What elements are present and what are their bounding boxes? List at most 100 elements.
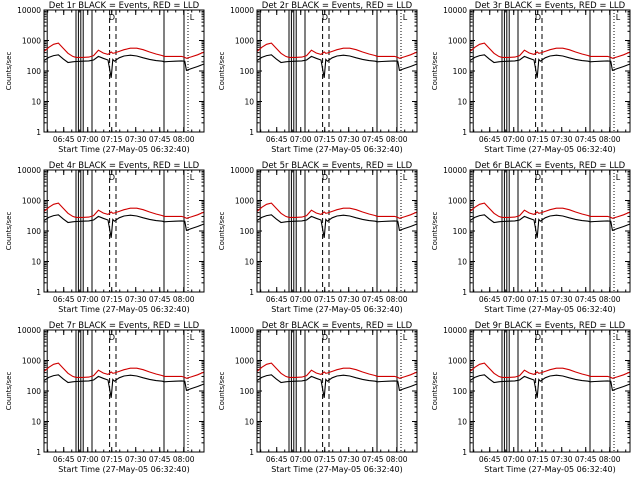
panel-title: Det 9r BLACK = Events, RED = LLD (475, 321, 626, 331)
panel-det-2: Det 2r BLACK = Events, RED = LLD Counts/s… (218, 1, 418, 154)
series-line-events (256, 374, 418, 398)
x-tick-label: 06:45 (479, 455, 501, 464)
panel-title: Det 4r BLACK = Events, RED = LLD (49, 161, 200, 171)
series-line-events (256, 214, 418, 238)
panel-title: Det 7r BLACK = Events, RED = LLD (49, 321, 200, 331)
x-axis-label: Start Time (27-May-05 06:32:40) (58, 145, 189, 154)
y-tick-label: 10 (457, 418, 467, 427)
marker-label: L (190, 173, 195, 182)
marker-label: D (322, 333, 328, 342)
marker-label: D (109, 173, 115, 182)
x-tick-label: 07:15 (101, 135, 123, 144)
x-tick-label: 07:15 (527, 455, 549, 464)
x-tick-label: 07:00 (77, 135, 99, 144)
x-axis-label: Start Time (27-May-05 06:32:40) (484, 305, 615, 314)
x-tick-label: 06:45 (266, 455, 288, 464)
y-tick-label: 100 (453, 227, 468, 236)
y-tick-label: 10000 (443, 326, 467, 335)
x-tick-label: 06:45 (53, 135, 75, 144)
x-tick-label: 07:45 (149, 295, 171, 304)
x-tick-label: 07:30 (338, 295, 360, 304)
y-tick-label: 1 (462, 448, 467, 457)
panel-det-3: Det 3r BLACK = Events, RED = LLD Counts/s… (431, 1, 631, 154)
x-axis-label: Start Time (27-May-05 06:32:40) (271, 305, 402, 314)
marker-label: D (535, 173, 541, 182)
y-tick-label: 1 (249, 448, 254, 457)
x-tick-label: 07:45 (149, 135, 171, 144)
x-tick-label: 07:00 (290, 455, 312, 464)
y-axis-label: Counts/sec (431, 212, 439, 251)
series-line-events (43, 214, 205, 238)
x-tick-label: 06:45 (53, 455, 75, 464)
series-line-lld (469, 202, 631, 219)
panel-title: Det 2r BLACK = Events, RED = LLD (262, 1, 413, 11)
x-tick-label: 07:15 (314, 455, 336, 464)
marker-label: L (190, 13, 195, 22)
y-tick-label: 100 (453, 67, 468, 76)
series-line-lld (256, 42, 418, 59)
y-tick-label: 100 (27, 227, 42, 236)
panel-title: Det 6r BLACK = Events, RED = LLD (475, 161, 626, 171)
x-tick-label: 07:15 (527, 295, 549, 304)
y-tick-label: 10 (31, 98, 41, 107)
plot-frame (43, 9, 205, 133)
y-tick-label: 1000 (448, 357, 467, 366)
y-tick-label: 10 (244, 418, 254, 427)
series-line-lld (469, 42, 631, 59)
panel-det-6: Det 6r BLACK = Events, RED = LLD Counts/s… (431, 161, 631, 314)
plot-frame (256, 9, 418, 133)
x-tick-label: 08:00 (173, 455, 195, 464)
y-tick-label: 10000 (230, 326, 254, 335)
marker-label: L (403, 13, 408, 22)
marker-label: L (616, 333, 621, 342)
x-tick-label: 07:30 (551, 455, 573, 464)
plot-frame (469, 169, 631, 293)
y-tick-label: 1 (249, 128, 254, 137)
y-axis-label: Counts/sec (218, 52, 226, 91)
y-tick-label: 1 (36, 288, 41, 297)
x-tick-label: 07:30 (125, 455, 147, 464)
x-tick-label: 08:00 (386, 135, 408, 144)
y-tick-label: 100 (240, 387, 255, 396)
x-axis-label: Start Time (27-May-05 06:32:40) (271, 465, 402, 474)
marker-label: L (403, 333, 408, 342)
marker-label: D (322, 13, 328, 22)
y-tick-label: 100 (240, 67, 255, 76)
panel-det-7: Det 7r BLACK = Events, RED = LLD Counts/s… (5, 321, 205, 474)
marker-label: D (109, 13, 115, 22)
y-tick-label: 1 (249, 288, 254, 297)
plot-frame (43, 329, 205, 453)
y-tick-label: 100 (240, 227, 255, 236)
y-tick-label: 10 (31, 258, 41, 267)
series-line-lld (43, 42, 205, 59)
x-tick-label: 08:00 (599, 295, 621, 304)
y-tick-label: 1 (36, 448, 41, 457)
panel-title: Det 3r BLACK = Events, RED = LLD (475, 1, 626, 11)
x-tick-label: 07:30 (125, 295, 147, 304)
plot-frame (469, 9, 631, 133)
panel-det-5: Det 5r BLACK = Events, RED = LLD Counts/s… (218, 161, 418, 314)
y-tick-label: 10 (244, 258, 254, 267)
marker-label: D (535, 333, 541, 342)
series-line-events (469, 374, 631, 398)
y-tick-label: 10000 (17, 166, 41, 175)
plot-frame (43, 169, 205, 293)
x-tick-label: 07:30 (338, 455, 360, 464)
x-tick-label: 07:45 (575, 295, 597, 304)
y-tick-label: 10000 (17, 326, 41, 335)
x-tick-label: 07:15 (101, 455, 123, 464)
marker-label: L (190, 333, 195, 342)
x-tick-label: 07:00 (503, 455, 525, 464)
series-line-lld (256, 362, 418, 379)
x-tick-label: 07:45 (362, 455, 384, 464)
x-tick-label: 07:00 (290, 295, 312, 304)
y-tick-label: 1000 (22, 197, 41, 206)
y-axis-label: Counts/sec (431, 52, 439, 91)
y-axis-label: Counts/sec (218, 372, 226, 411)
x-tick-label: 06:45 (53, 295, 75, 304)
x-tick-label: 07:00 (77, 455, 99, 464)
x-tick-label: 07:00 (77, 295, 99, 304)
x-axis-label: Start Time (27-May-05 06:32:40) (58, 305, 189, 314)
x-tick-label: 07:30 (551, 135, 573, 144)
x-axis-label: Start Time (27-May-05 06:32:40) (58, 465, 189, 474)
